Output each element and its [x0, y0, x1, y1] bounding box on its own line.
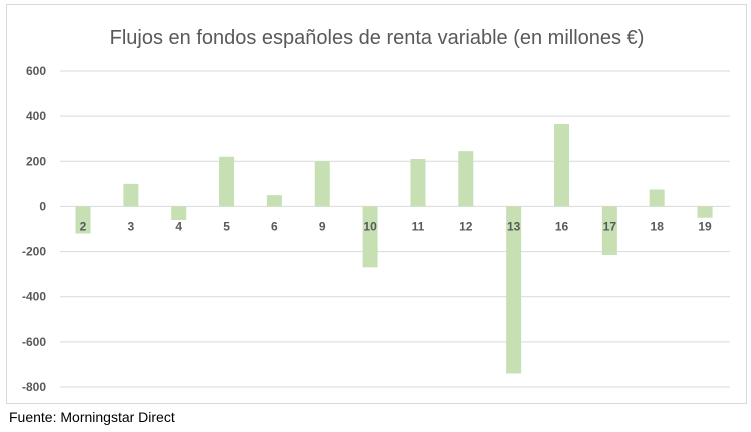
- y-tick-label: -200: [22, 245, 46, 259]
- source-note: Fuente: Morningstar Direct: [9, 409, 175, 425]
- x-tick-label: 2: [80, 219, 87, 233]
- bar-4: [171, 206, 187, 220]
- y-tick-label: 600: [26, 64, 46, 78]
- chart-title: Flujos en fondos españoles de renta vari…: [110, 27, 645, 49]
- bar-17: [601, 206, 617, 255]
- x-tick-label: 16: [555, 219, 569, 233]
- x-tick-label: 18: [651, 219, 665, 233]
- y-tick-label: 200: [26, 154, 46, 168]
- bar-16: [554, 124, 569, 207]
- bars: [75, 124, 713, 374]
- y-tick-label: -600: [22, 335, 46, 349]
- bar-18: [649, 189, 665, 207]
- bar-12: [458, 151, 474, 207]
- x-tick-label: 3: [128, 219, 135, 233]
- x-tick-label: 11: [412, 219, 425, 233]
- gridlines: [60, 70, 730, 388]
- x-tick-label: 17: [603, 219, 617, 233]
- bar-2: [75, 206, 91, 234]
- bar-9: [314, 161, 330, 207]
- x-tick-label: 4: [175, 219, 182, 233]
- x-axis-ticks: 2 3 4 5 6 9 10 11 12 13 16 17 18 19: [80, 219, 712, 233]
- bar-10: [362, 206, 378, 268]
- x-tick-label: 9: [319, 219, 326, 233]
- bar-13: [506, 206, 522, 374]
- y-tick-label: -400: [22, 290, 46, 304]
- bar-3: [123, 183, 139, 207]
- y-tick-label: 0: [39, 199, 46, 213]
- x-tick-label: 19: [698, 219, 712, 233]
- x-tick-label: 13: [507, 219, 521, 233]
- y-tick-label: 400: [26, 109, 46, 123]
- y-axis-ticks: 600 400 200 0 -200 -400 -600 -800: [22, 64, 46, 394]
- bar-19: [697, 206, 713, 218]
- x-tick-label: 6: [271, 219, 278, 233]
- y-tick-label: -800: [22, 380, 46, 394]
- bar-6: [266, 195, 282, 207]
- bar-11: [410, 159, 426, 207]
- bar-5: [219, 156, 235, 207]
- x-tick-label: 12: [459, 219, 473, 233]
- x-tick-label: 10: [363, 219, 377, 233]
- x-tick-label: 5: [223, 219, 230, 233]
